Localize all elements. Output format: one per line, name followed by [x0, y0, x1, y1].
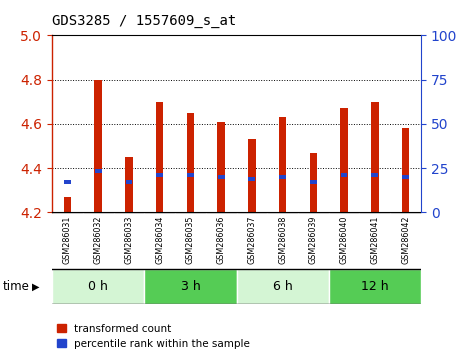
Bar [236, 269, 329, 304]
Text: ▶: ▶ [32, 282, 40, 292]
Text: GSM286033: GSM286033 [124, 215, 133, 264]
Bar [144, 269, 236, 304]
Text: time: time [2, 280, 29, 293]
Bar [125, 179, 132, 184]
Text: GDS3285 / 1557609_s_at: GDS3285 / 1557609_s_at [52, 14, 236, 28]
Bar [94, 80, 102, 212]
Text: GSM286036: GSM286036 [217, 215, 226, 264]
Bar [125, 157, 133, 212]
Bar [341, 173, 348, 177]
Text: GSM286042: GSM286042 [401, 215, 410, 264]
Bar [217, 122, 225, 212]
Text: GSM286032: GSM286032 [94, 215, 103, 264]
Bar [310, 179, 317, 184]
Text: GSM286037: GSM286037 [247, 215, 256, 264]
Text: GSM286034: GSM286034 [155, 215, 164, 264]
Bar [63, 197, 71, 212]
Text: GSM286041: GSM286041 [370, 215, 379, 264]
Bar [279, 117, 287, 212]
Bar [218, 175, 225, 179]
Bar [95, 169, 102, 172]
Text: GSM286039: GSM286039 [309, 215, 318, 264]
Bar [156, 173, 163, 177]
Text: 3 h: 3 h [181, 280, 200, 293]
Bar [248, 139, 256, 212]
Bar [279, 175, 286, 179]
Bar [402, 128, 410, 212]
Bar [52, 269, 144, 304]
Text: GSM286038: GSM286038 [278, 215, 287, 264]
Bar [309, 153, 317, 212]
Legend: transformed count, percentile rank within the sample: transformed count, percentile rank withi… [57, 324, 250, 349]
Bar [329, 269, 421, 304]
Text: 12 h: 12 h [361, 280, 389, 293]
Bar [64, 179, 71, 184]
Bar [156, 102, 164, 212]
Text: 0 h: 0 h [88, 280, 108, 293]
Text: GSM286031: GSM286031 [63, 215, 72, 264]
Bar [248, 177, 255, 181]
Bar [402, 175, 409, 179]
Bar [371, 173, 378, 177]
Bar [186, 113, 194, 212]
Text: GSM286035: GSM286035 [186, 215, 195, 264]
Bar [371, 102, 379, 212]
Text: GSM286040: GSM286040 [340, 215, 349, 264]
Text: 6 h: 6 h [273, 280, 292, 293]
Bar [187, 173, 194, 177]
Bar [340, 108, 348, 212]
